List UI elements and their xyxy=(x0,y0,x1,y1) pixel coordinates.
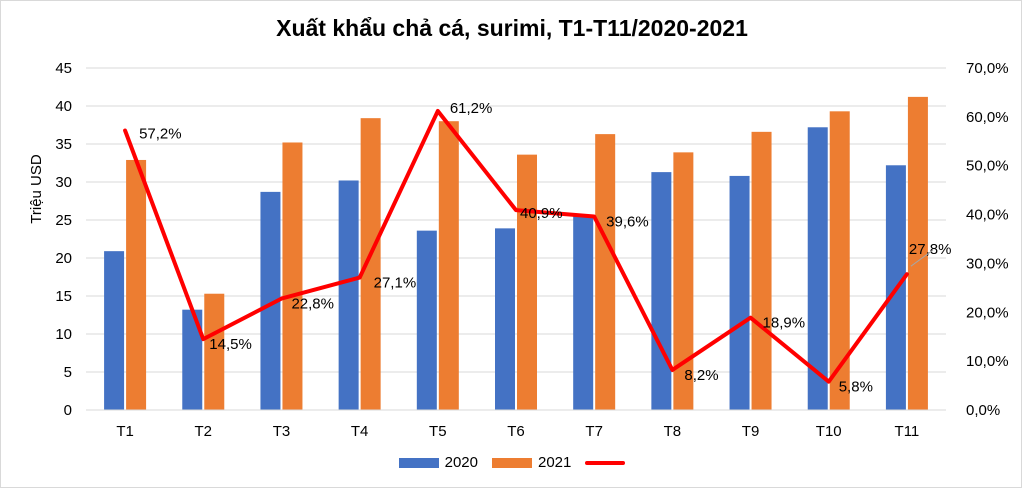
bar-2020-T6 xyxy=(495,228,515,410)
y-tick-label: 45 xyxy=(55,60,72,77)
growth-point-T7 xyxy=(592,215,596,219)
y-axis-title: Triệu USD xyxy=(28,154,45,224)
legend-label-2020: 2020 xyxy=(444,454,478,471)
growth-data-label: 39,6% xyxy=(606,214,649,231)
bar-2020-T5 xyxy=(416,230,437,410)
growth-data-label: 5,8% xyxy=(839,379,873,396)
growth-point-T4 xyxy=(358,276,362,280)
line-layer xyxy=(123,108,909,384)
bar-2021-T4 xyxy=(360,118,381,410)
y-tick-label: 5 xyxy=(64,364,72,381)
bar-2021-T6 xyxy=(517,154,537,410)
bar-2020-T8 xyxy=(651,172,672,410)
legend-swatch-2021 xyxy=(492,457,532,468)
bar-2021-T5 xyxy=(438,121,459,410)
bar-2020-T1 xyxy=(104,251,125,410)
growth-point-T5 xyxy=(436,109,440,113)
bar-2021-T3 xyxy=(282,142,303,411)
growth-data-label: 40,9% xyxy=(520,205,563,222)
y-tick-label: 20 xyxy=(55,250,72,267)
growth-point-T10 xyxy=(827,380,831,384)
y2-tick-label: 70,0% xyxy=(966,60,1009,77)
y2-tick-label: 20,0% xyxy=(966,304,1009,321)
growth-point-T11 xyxy=(905,272,909,276)
growth-point-T3 xyxy=(279,297,283,301)
bar-2020-T4 xyxy=(338,180,359,410)
bar-layer xyxy=(104,96,928,411)
y2-tick-label: 40,0% xyxy=(966,207,1009,224)
x-tick-label: T8 xyxy=(664,423,682,440)
x-tick-label: T5 xyxy=(429,423,447,440)
bar-2020-T3 xyxy=(260,191,281,410)
legend-swatch-2020 xyxy=(398,457,439,468)
legend-item-growth xyxy=(585,460,626,465)
y-tick-label: 0 xyxy=(64,402,72,419)
chart-title: Xuất khẩu chả cá, surimi, T1-T11/2020-20… xyxy=(276,15,748,41)
label-leader-line xyxy=(910,249,934,267)
growth-data-label: 57,2% xyxy=(139,126,182,143)
bar-2020-T9 xyxy=(729,175,750,410)
legend-item-2021: 2021 xyxy=(492,454,571,471)
x-tick-label: T3 xyxy=(273,423,291,440)
bar-2021-T10 xyxy=(829,111,850,410)
growth-data-label: 27,1% xyxy=(374,275,417,292)
growth-point-T2 xyxy=(201,337,205,341)
legend-swatch-growth xyxy=(585,460,626,465)
growth-data-label: 18,9% xyxy=(763,315,806,332)
y-tick-label: 35 xyxy=(55,136,72,153)
legend-label-2021: 2021 xyxy=(538,454,572,471)
y-tick-label: 15 xyxy=(55,288,72,305)
y-tick-label: 30 xyxy=(55,174,72,191)
x-tick-label: T10 xyxy=(816,423,842,440)
growth-data-label: 8,2% xyxy=(684,367,718,384)
bar-2020-T7 xyxy=(573,215,594,410)
y2-tick-label: 10,0% xyxy=(966,353,1009,370)
axis-layer: 0 5 10 15 20 25 30 35 40 45 0,0% 10,0% 20,0% 30,0% 40,… xyxy=(28,60,1009,440)
bar-2021-T7 xyxy=(595,134,616,410)
growth-data-label: 61,2% xyxy=(450,100,493,117)
x-tick-label: T7 xyxy=(585,423,603,440)
bar-2021-T8 xyxy=(673,152,694,411)
growth-point-T6 xyxy=(514,208,518,212)
bar-2020-T2 xyxy=(182,309,203,410)
y2-tick-label: 30,0% xyxy=(966,255,1009,272)
growth-point-T1 xyxy=(123,129,127,133)
growth-data-label: 14,5% xyxy=(209,336,252,353)
x-tick-label: T9 xyxy=(742,423,760,440)
bar-2021-T9 xyxy=(751,131,772,410)
y2-tick-label: 0,0% xyxy=(966,402,1000,419)
bar-2021-T2 xyxy=(204,293,225,410)
x-tick-label: T6 xyxy=(507,423,525,440)
x-tick-label: T4 xyxy=(351,423,369,440)
growth-point-T9 xyxy=(749,316,753,320)
y2-tick-label: 60,0% xyxy=(966,109,1009,126)
x-tick-label: T2 xyxy=(195,423,213,440)
bar-2021-T1 xyxy=(126,159,147,410)
x-tick-label: T1 xyxy=(116,423,134,440)
y-tick-label: 10 xyxy=(55,326,72,343)
y-tick-label: 25 xyxy=(55,212,72,229)
x-tick-label: T11 xyxy=(895,423,920,440)
growth-data-label: 27,8% xyxy=(909,241,952,258)
legend-item-2020: 2020 xyxy=(398,454,478,471)
bar-2021-T11 xyxy=(907,96,928,410)
growth-point-T8 xyxy=(670,368,674,372)
label-layer: 57,2% 14,5% 22,8% 27,1% 61,2% 40,9% 39,6% 8,2% 1… xyxy=(139,100,951,396)
y2-tick-label: 50,0% xyxy=(966,158,1009,175)
bar-2020-T10 xyxy=(807,127,828,410)
grid-layer xyxy=(86,67,946,411)
legend: 2020 2021 xyxy=(1,454,1023,471)
y-tick-label: 40 xyxy=(55,98,72,115)
growth-data-label: 22,8% xyxy=(291,296,334,313)
